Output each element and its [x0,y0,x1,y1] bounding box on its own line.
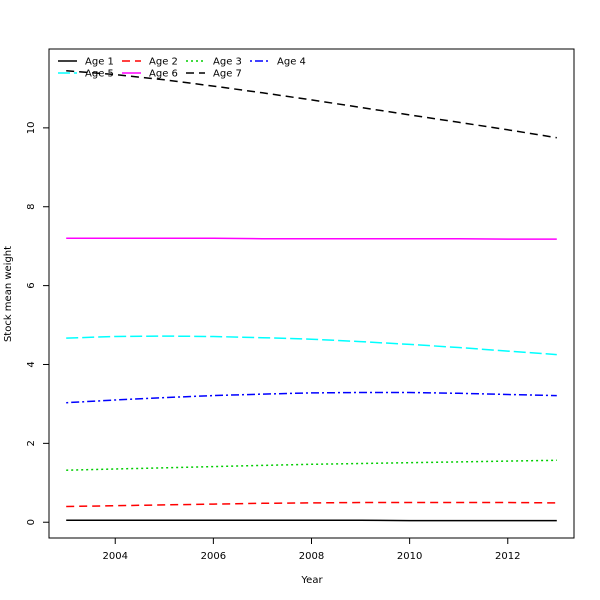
series-lines [66,69,557,522]
y-axis: 0 2 4 6 8 10 [26,122,49,525]
y-tick-label: 4 [26,361,37,367]
y-tick-label: 8 [26,204,37,210]
series-line-age-5 [66,335,557,356]
series-line-age-3 [66,459,557,471]
x-axis: 2004 2006 2008 2010 2012 [103,538,520,562]
y-axis-label: Stock mean weight [3,246,14,342]
x-tick-label: 2006 [201,551,226,562]
legend: Age 1 Age 2 Age 3 Age 4 Age 5 Age 6 Age 7 [58,57,306,80]
y-tick-label: 2 [26,440,37,446]
series-line-age-2 [66,501,557,508]
legend-label: Age 4 [277,57,306,68]
x-tick-label: 2012 [495,551,520,562]
series-line-age-6 [66,237,557,240]
legend-label: Age 3 [213,57,242,68]
legend-label: Age 1 [85,57,114,68]
y-tick-label: 0 [26,519,37,525]
x-tick-label: 2010 [397,551,422,562]
x-tick-label: 2004 [103,551,128,562]
series-line-age-7 [66,69,557,139]
legend-label: Age 7 [213,69,242,80]
x-axis-label: Year [300,575,323,586]
x-tick-label: 2008 [299,551,324,562]
legend-label: Age 6 [149,69,178,80]
legend-label: Age 5 [85,69,114,80]
series-line-age-4 [66,391,557,404]
legend-label: Age 2 [149,57,178,68]
y-tick-label: 6 [26,282,37,288]
y-tick-label: 10 [26,122,37,135]
